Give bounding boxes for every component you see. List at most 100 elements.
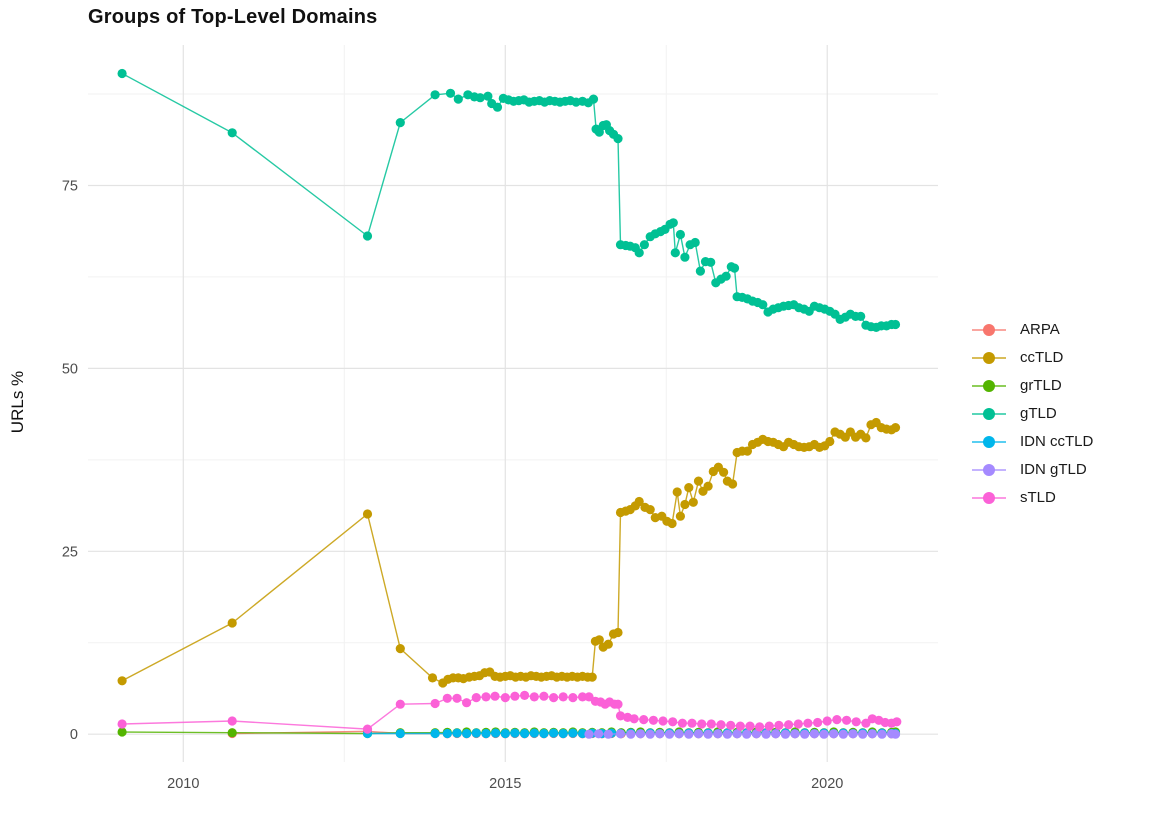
data-point [500,728,510,739]
y-tick-label: 25 [62,544,78,560]
data-point [732,729,742,739]
data-point [462,698,472,708]
data-point [658,716,668,726]
data-point [626,729,636,739]
data-point [603,639,613,649]
data-point [395,118,405,128]
data-point [670,248,680,258]
data-point [722,729,733,739]
data-point [675,229,686,240]
data-point [471,693,481,703]
legend-label: grTLD [1020,377,1062,394]
data-point [362,231,373,241]
gridlines [88,45,938,762]
data-point [539,691,549,701]
legend-key-icon [972,351,1006,365]
data-point [751,729,762,739]
data-point [675,511,686,521]
data-point [227,716,237,726]
legend-label: ARPA [1020,321,1060,338]
data-point [481,692,491,702]
data-point [362,509,373,519]
data-point [745,721,755,731]
data-point [558,728,568,739]
data-point [613,134,623,144]
data-point [695,266,706,276]
legend-label: ccTLD [1020,349,1064,366]
y-tick-label: 0 [70,727,78,743]
data-point [568,693,578,703]
data-point [892,717,902,727]
data-point [890,319,901,330]
data-point [848,729,858,739]
data-point [452,728,462,738]
data-point [667,518,677,529]
series-stld [117,690,902,734]
data-point [395,644,405,654]
data-point [822,716,832,726]
data-point [568,728,578,738]
data-point [395,728,405,739]
data-point [729,263,740,273]
y-tick-label: 50 [62,361,78,377]
data-point [780,729,791,739]
data-point [613,627,623,638]
data-point [629,714,639,724]
data-point [117,68,127,79]
data-point [445,88,456,98]
data-point [549,728,559,738]
data-point [588,94,599,104]
legend-item-grtld: grTLD [972,376,1093,395]
data-point [706,719,716,729]
data-point [645,729,655,739]
data-point [430,728,440,739]
data-point [634,248,644,258]
data-point [867,729,877,739]
data-point [764,721,774,731]
data-point [471,728,481,738]
data-point [784,720,794,730]
data-point [491,728,501,738]
data-point [793,719,803,729]
legend-item-cctld: ccTLD [972,348,1093,367]
legend-key-icon [972,463,1006,477]
x-tick-label: 2015 [489,776,521,792]
data-point [453,94,463,104]
data-point [430,698,440,709]
data-point [613,699,623,709]
series-cctld [117,417,901,688]
data-point [639,715,649,725]
legend-item-gtld: gTLD [972,404,1093,423]
data-point [481,728,491,739]
legend-label: gTLD [1020,405,1057,422]
data-point [462,728,472,739]
legend-key-icon [972,323,1006,337]
data-point [510,691,520,701]
legend-item-idn-cctld: IDN ccTLD [972,432,1093,451]
data-point [703,729,713,739]
legend-key-icon [972,491,1006,505]
data-point [529,728,539,738]
data-point [587,672,597,682]
data-point [706,257,716,267]
series-idn-gtld [584,729,901,739]
data-point [558,692,568,702]
data-point [594,635,604,645]
data-point [672,487,682,497]
data-point [684,729,694,739]
data-point [227,728,237,738]
data-point [790,729,800,739]
data-point [858,729,868,739]
data-point [838,729,848,739]
data-point [577,692,588,702]
data-point [851,717,861,727]
data-point [483,91,493,101]
data-point [726,720,736,731]
data-point [771,729,781,739]
data-point [687,718,697,728]
data-point [639,240,650,250]
data-point [584,692,594,702]
data-point [655,729,665,739]
series-gtld [117,68,901,332]
data-point [615,711,626,721]
